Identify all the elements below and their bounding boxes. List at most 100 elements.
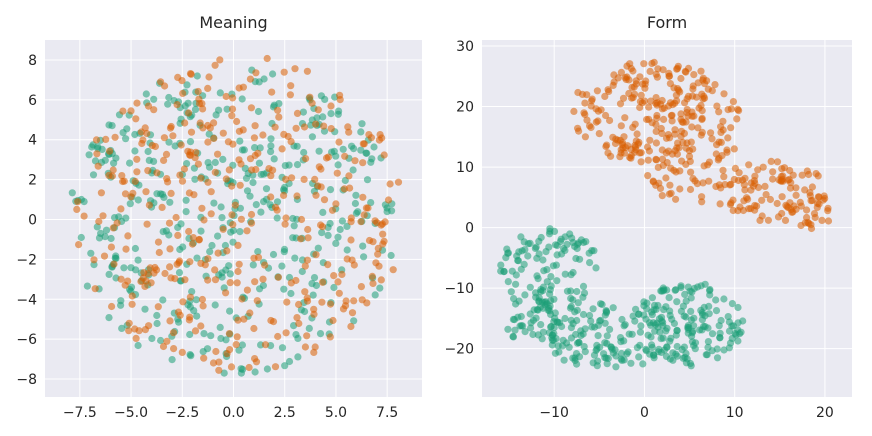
data-point: [73, 205, 81, 213]
data-point: [172, 213, 180, 222]
data-point: [163, 175, 171, 183]
data-point: [246, 309, 254, 317]
data-point: [102, 226, 111, 234]
data-point: [271, 203, 280, 211]
data-point: [665, 147, 673, 155]
data-point: [134, 341, 142, 350]
data-point: [551, 241, 560, 249]
data-point: [601, 92, 609, 100]
data-point: [621, 114, 629, 122]
data-point: [206, 248, 214, 256]
y-tick-label: 10: [456, 160, 474, 176]
data-point: [251, 122, 259, 130]
data-point: [394, 178, 403, 186]
data-point: [558, 342, 567, 350]
data-point: [249, 178, 257, 187]
data-point: [358, 120, 366, 128]
data-point: [681, 99, 689, 107]
y-tick-label: 0: [465, 221, 474, 237]
data-point: [546, 227, 554, 235]
data-point: [732, 331, 740, 339]
data-point: [100, 252, 109, 260]
series-orange: [73, 54, 403, 374]
y-tick-label: 30: [456, 39, 474, 55]
data-point: [305, 324, 313, 332]
data-point: [814, 193, 823, 201]
data-point: [140, 269, 148, 277]
data-point: [313, 114, 321, 122]
data-point: [154, 303, 162, 311]
data-point: [251, 144, 259, 152]
data-point: [228, 112, 236, 120]
data-point: [637, 322, 645, 330]
data-point: [212, 347, 220, 356]
data-point: [581, 99, 589, 107]
data-point: [191, 327, 200, 335]
data-point: [186, 258, 194, 266]
data-point: [247, 210, 256, 219]
data-point: [582, 238, 590, 246]
data-point: [727, 180, 735, 188]
data-point: [803, 167, 811, 175]
data-point: [150, 95, 158, 103]
data-point: [299, 108, 307, 116]
data-point: [351, 157, 359, 165]
data-point: [161, 269, 169, 278]
data-point: [292, 124, 300, 132]
data-point: [312, 120, 320, 128]
data-point: [219, 129, 227, 137]
data-point: [232, 341, 240, 349]
data-point: [293, 109, 302, 117]
data-point: [679, 302, 688, 310]
data-point: [262, 185, 271, 193]
x-tick-label: 5.0: [325, 405, 347, 421]
data-point: [216, 323, 224, 331]
data-point: [301, 288, 309, 296]
data-point: [105, 171, 113, 179]
data-point: [715, 108, 723, 116]
data-point: [131, 177, 139, 185]
data-point: [547, 322, 555, 331]
data-point: [220, 369, 228, 377]
data-point: [268, 88, 276, 96]
data-point: [345, 172, 353, 180]
data-point: [228, 211, 236, 219]
data-point: [374, 250, 382, 258]
data-point: [378, 220, 386, 228]
data-point: [190, 191, 198, 199]
data-point: [251, 368, 259, 376]
data-point: [334, 161, 342, 169]
data-point: [524, 252, 532, 260]
data-point: [658, 146, 666, 154]
data-point: [285, 357, 294, 366]
data-point: [628, 94, 636, 102]
data-point: [637, 91, 645, 99]
data-point: [211, 301, 219, 309]
data-point: [707, 129, 715, 137]
data-point: [283, 298, 291, 306]
data-point: [580, 289, 589, 297]
data-point: [673, 298, 681, 306]
data-point: [570, 107, 578, 115]
data-point: [617, 349, 626, 358]
data-point: [252, 165, 260, 174]
data-point: [579, 282, 588, 290]
data-point: [227, 363, 236, 371]
data-point: [223, 350, 231, 358]
data-point: [320, 122, 328, 130]
data-point: [677, 110, 685, 118]
data-point: [690, 71, 698, 79]
data-point: [237, 215, 245, 223]
data-point: [637, 149, 645, 157]
data-point: [657, 335, 665, 343]
data-point: [662, 352, 671, 360]
data-point: [265, 165, 273, 173]
data-point: [117, 275, 125, 283]
data-point: [105, 314, 113, 322]
data-point: [153, 169, 161, 177]
data-point: [256, 285, 264, 293]
data-point: [77, 233, 85, 242]
x-tick-label: 7.5: [376, 405, 398, 421]
data-point: [581, 133, 590, 141]
data-point: [658, 129, 666, 138]
